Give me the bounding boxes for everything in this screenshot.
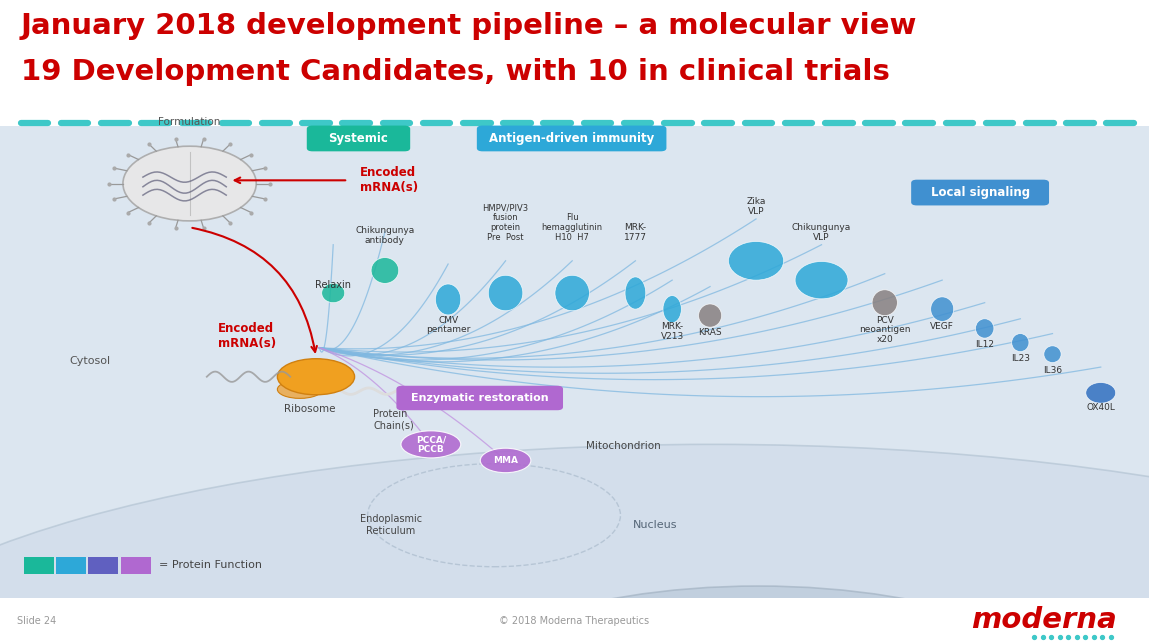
FancyBboxPatch shape [56, 557, 86, 574]
Text: Formulation: Formulation [159, 117, 221, 127]
Ellipse shape [976, 319, 994, 338]
Text: January 2018 development pipeline – a molecular view: January 2018 development pipeline – a mo… [21, 12, 917, 39]
FancyBboxPatch shape [477, 126, 666, 151]
Ellipse shape [277, 359, 355, 395]
Text: Local signaling: Local signaling [931, 186, 1030, 199]
Text: Flu
hemagglutinin
H10  H7: Flu hemagglutinin H10 H7 [541, 213, 603, 242]
Text: Zika
VLP: Zika VLP [747, 197, 765, 216]
Text: Endoplasmic
Reticulum: Endoplasmic Reticulum [360, 514, 422, 536]
Text: Systemic: Systemic [329, 132, 388, 145]
Text: CMV
pentamer: CMV pentamer [426, 316, 470, 334]
Text: Antigen-driven immunity: Antigen-driven immunity [489, 132, 654, 145]
Text: Cytosol: Cytosol [69, 355, 110, 366]
Text: Slide 24: Slide 24 [17, 616, 56, 626]
Ellipse shape [277, 381, 323, 399]
Text: HMPV/PIV3
fusion
protein
Pre  Post: HMPV/PIV3 fusion protein Pre Post [483, 204, 529, 242]
Text: VEGF: VEGF [931, 322, 954, 331]
Text: Encoded
mRNA(s): Encoded mRNA(s) [218, 322, 277, 350]
Ellipse shape [371, 258, 399, 283]
Text: IL36: IL36 [1043, 366, 1062, 375]
Ellipse shape [1086, 383, 1116, 403]
Text: 19 Development Candidates, with 10 in clinical trials: 19 Development Candidates, with 10 in cl… [21, 58, 889, 86]
Ellipse shape [480, 448, 531, 473]
Ellipse shape [663, 296, 681, 323]
Text: Mitochondrion: Mitochondrion [586, 440, 661, 451]
Ellipse shape [322, 283, 345, 303]
Ellipse shape [699, 304, 722, 327]
Ellipse shape [872, 290, 897, 316]
Text: OX40L: OX40L [1086, 402, 1116, 412]
Ellipse shape [0, 444, 1149, 644]
Ellipse shape [931, 297, 954, 321]
Text: MRK-
1777: MRK- 1777 [624, 223, 647, 242]
Text: PCCA/
PCCB: PCCA/ PCCB [416, 435, 446, 454]
FancyBboxPatch shape [396, 386, 563, 410]
FancyBboxPatch shape [307, 126, 410, 151]
Text: moderna: moderna [971, 606, 1117, 634]
Text: IL23: IL23 [1011, 354, 1030, 363]
Ellipse shape [435, 284, 461, 315]
Ellipse shape [625, 277, 646, 309]
Text: PCV
neoantigen
x20: PCV neoantigen x20 [859, 316, 910, 344]
Text: Protein
Chain(s): Protein Chain(s) [373, 409, 414, 431]
Circle shape [123, 146, 256, 221]
Ellipse shape [488, 276, 523, 311]
FancyBboxPatch shape [24, 557, 54, 574]
Text: Ribosome: Ribosome [285, 404, 336, 414]
Text: IL12: IL12 [976, 340, 994, 349]
Text: KRAS: KRAS [699, 328, 722, 337]
Text: Encoded
mRNA(s): Encoded mRNA(s) [360, 166, 418, 194]
Text: Nucleus: Nucleus [633, 520, 677, 530]
Text: Enzymatic restoration: Enzymatic restoration [411, 393, 548, 403]
Ellipse shape [795, 261, 848, 299]
Text: MRK-
V213: MRK- V213 [661, 322, 684, 341]
Text: Chikungunya
antibody: Chikungunya antibody [355, 226, 415, 245]
FancyBboxPatch shape [121, 557, 151, 574]
FancyBboxPatch shape [0, 598, 1149, 644]
Text: MMA: MMA [493, 456, 518, 465]
Ellipse shape [1012, 334, 1030, 352]
Ellipse shape [401, 431, 461, 458]
FancyBboxPatch shape [911, 180, 1049, 205]
FancyBboxPatch shape [0, 0, 1149, 126]
Ellipse shape [728, 242, 784, 280]
Text: = Protein Function: = Protein Function [159, 560, 262, 571]
Ellipse shape [555, 276, 589, 311]
Ellipse shape [1044, 346, 1062, 363]
Text: © 2018 Moderna Therapeutics: © 2018 Moderna Therapeutics [500, 616, 649, 626]
FancyBboxPatch shape [88, 557, 118, 574]
Text: Relaxin: Relaxin [315, 280, 352, 290]
Ellipse shape [414, 586, 1103, 644]
Text: Chikungunya
VLP: Chikungunya VLP [792, 223, 851, 242]
